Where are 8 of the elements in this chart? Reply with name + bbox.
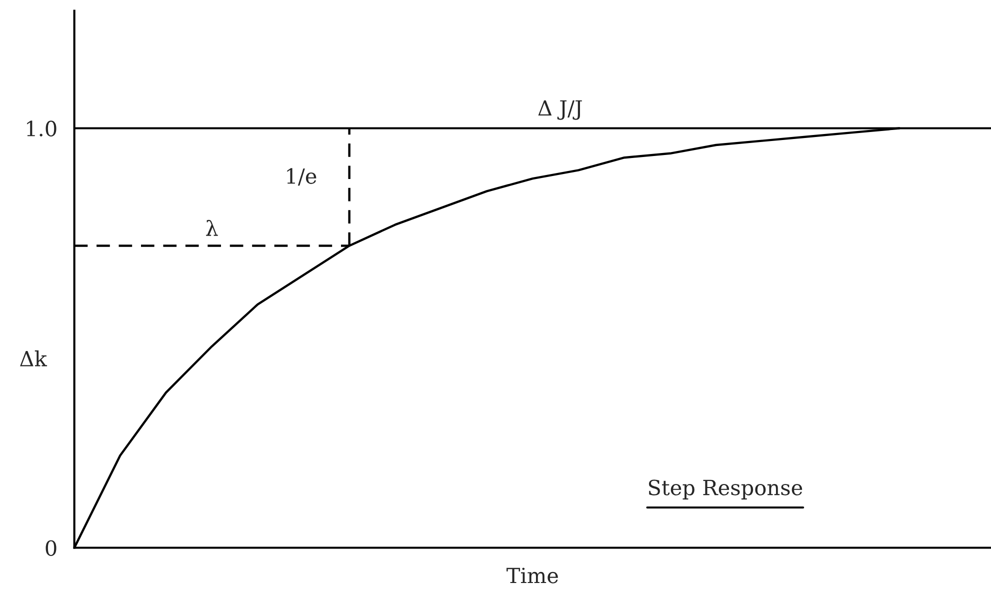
y-axis-title: Δk <box>20 350 48 366</box>
ref-line-label: Δ J/J <box>538 100 582 120</box>
annotation: Step Response <box>648 480 802 500</box>
y-tick-label: 1.0 <box>27 120 56 136</box>
x-axis-title: Time <box>506 568 558 584</box>
annotation: λ <box>206 220 218 236</box>
annotation: 1/e <box>287 168 316 186</box>
y-tick-label: 0 <box>46 540 56 556</box>
